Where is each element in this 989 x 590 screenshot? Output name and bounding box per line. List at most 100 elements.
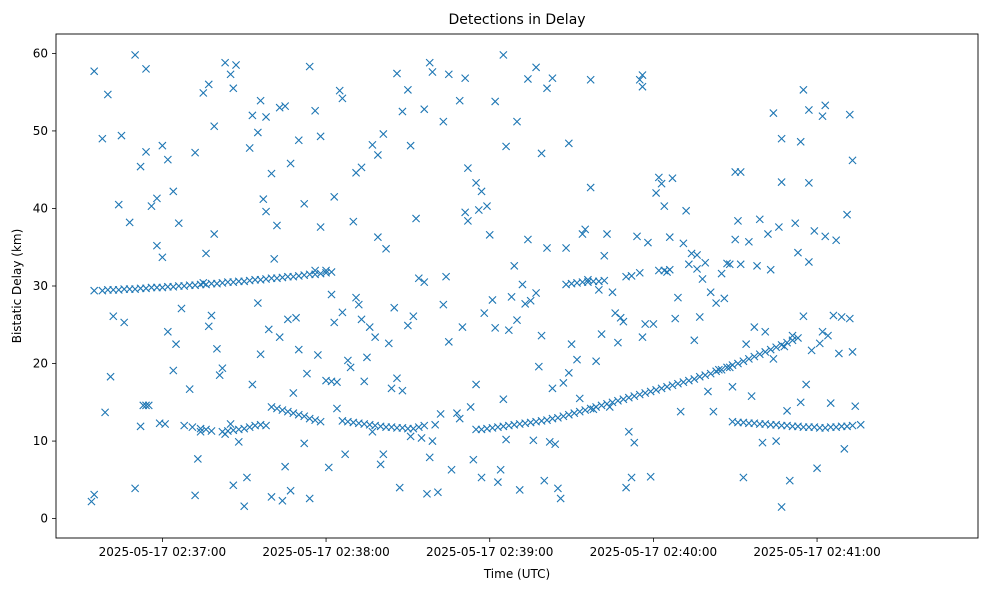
- data-point: [191, 491, 200, 500]
- data-point: [804, 105, 813, 114]
- data-point: [163, 155, 172, 164]
- data-point: [597, 401, 606, 410]
- data-point: [807, 346, 816, 355]
- data-point: [338, 94, 347, 103]
- data-point: [540, 476, 549, 485]
- plot-area: [87, 50, 865, 511]
- data-point: [682, 206, 691, 215]
- data-point: [821, 232, 830, 241]
- data-point: [193, 454, 202, 463]
- data-point: [616, 313, 625, 322]
- data-point: [761, 327, 770, 336]
- data-point: [750, 323, 759, 332]
- data-point: [455, 96, 464, 105]
- data-point: [763, 230, 772, 239]
- data-point: [493, 478, 502, 487]
- data-point: [409, 424, 418, 433]
- data-point: [788, 331, 797, 340]
- data-point: [472, 380, 481, 389]
- data-point: [117, 131, 126, 140]
- y-tick-label: 50: [33, 124, 48, 138]
- data-point: [553, 484, 562, 493]
- data-point: [242, 473, 251, 482]
- data-point: [796, 137, 805, 146]
- data-point: [210, 230, 219, 239]
- data-point: [515, 485, 524, 494]
- data-point: [136, 422, 145, 431]
- data-point: [172, 340, 181, 349]
- y-axis-label: Bistatic Delay (km): [10, 229, 24, 344]
- data-point: [641, 320, 650, 328]
- data-point: [755, 350, 764, 359]
- data-point: [739, 473, 748, 482]
- data-point: [152, 194, 161, 203]
- data-point: [207, 311, 216, 320]
- data-point: [845, 314, 854, 323]
- data-point: [414, 274, 423, 283]
- data-point: [302, 369, 311, 378]
- data-point: [90, 67, 99, 76]
- data-point: [843, 210, 852, 219]
- data-point: [733, 359, 742, 368]
- data-point: [777, 178, 786, 187]
- data-point: [191, 148, 200, 157]
- data-point: [603, 230, 612, 239]
- data-point: [253, 299, 262, 308]
- data-point: [240, 502, 249, 511]
- data-point: [783, 406, 792, 415]
- data-point: [690, 375, 699, 384]
- x-tick-label: 2025-05-17 02:38:00: [262, 545, 389, 559]
- data-point: [526, 296, 535, 305]
- data-point: [294, 136, 303, 145]
- data-point: [504, 326, 513, 335]
- data-point: [90, 286, 99, 295]
- data-point: [823, 331, 832, 340]
- data-point: [161, 420, 170, 429]
- data-point: [256, 96, 265, 105]
- data-point: [657, 179, 666, 188]
- data-point: [744, 237, 753, 246]
- data-point: [322, 266, 331, 275]
- data-point: [851, 402, 860, 411]
- data-point: [818, 327, 827, 336]
- data-point: [693, 264, 702, 273]
- data-point: [548, 384, 557, 393]
- data-point: [581, 406, 590, 415]
- data-point: [758, 438, 767, 447]
- data-point: [488, 295, 497, 304]
- data-point: [262, 421, 271, 430]
- data-point: [379, 450, 388, 459]
- data-point: [267, 169, 276, 178]
- data-point: [332, 404, 341, 413]
- data-point: [611, 309, 620, 318]
- data-point: [226, 420, 235, 429]
- data-point: [461, 74, 470, 83]
- data-point: [463, 164, 472, 173]
- data-point: [769, 354, 778, 363]
- data-point: [499, 395, 508, 404]
- data-point: [398, 107, 407, 116]
- data-point: [537, 331, 546, 340]
- data-point: [665, 233, 674, 242]
- data-point: [594, 285, 603, 294]
- data-point: [575, 407, 584, 416]
- data-point: [428, 437, 437, 446]
- data-point: [543, 84, 551, 93]
- data-point: [283, 407, 292, 416]
- data-point: [406, 432, 415, 441]
- x-axis-ticks: 2025-05-17 02:37:00 2025-05-17 02:38:00 20…: [99, 538, 881, 559]
- data-point: [583, 275, 592, 284]
- data-point: [169, 187, 178, 196]
- data-point: [272, 404, 281, 413]
- y-tick-label: 0: [40, 512, 48, 526]
- data-point: [368, 140, 377, 149]
- data-point: [646, 472, 655, 481]
- data-point: [567, 340, 576, 349]
- data-point: [210, 122, 219, 131]
- data-point: [717, 365, 726, 374]
- data-point: [90, 490, 99, 499]
- data-point: [837, 313, 846, 322]
- data-point: [98, 134, 107, 143]
- data-point: [412, 214, 421, 223]
- data-point: [204, 80, 213, 89]
